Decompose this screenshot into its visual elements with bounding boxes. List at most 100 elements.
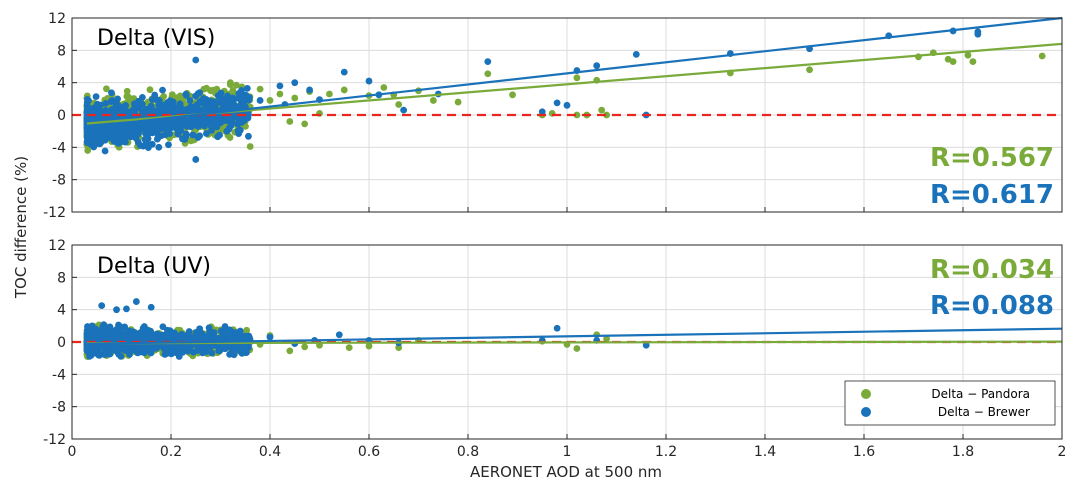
x-tick-label: 0.2: [160, 444, 182, 460]
data-point: [139, 142, 147, 150]
data-point: [236, 331, 244, 339]
data-point: [97, 125, 105, 133]
y-tick-label: 0: [57, 108, 66, 124]
y-tick-label: -8: [52, 400, 66, 416]
data-point: [454, 98, 462, 106]
data-point: [301, 120, 309, 128]
data-point: [212, 115, 220, 123]
data-point: [234, 120, 242, 128]
r-label-brewer: R=0.617: [930, 180, 1054, 210]
data-point: [220, 99, 228, 107]
data-point: [161, 351, 169, 358]
data-point: [593, 62, 601, 70]
data-point: [964, 51, 972, 59]
data-point: [86, 328, 94, 336]
y-tick-label: 12: [48, 238, 66, 254]
data-point: [573, 345, 581, 352]
data-point: [306, 86, 313, 94]
data-point: [192, 56, 200, 64]
data-point: [236, 92, 244, 99]
fit-line: [86, 16, 1063, 129]
x-tick-label: 0.8: [457, 444, 479, 460]
data-point: [106, 328, 114, 335]
data-point: [573, 74, 581, 82]
y-tick-label: -8: [52, 173, 66, 189]
data-point: [208, 349, 216, 357]
data-point: [134, 138, 142, 146]
data-point: [232, 81, 240, 89]
y-tick-label: 12: [48, 11, 66, 27]
data-point: [228, 115, 236, 123]
data-point: [162, 131, 169, 139]
data-point: [121, 323, 129, 331]
legend-label-brewer: Delta − Brewer: [938, 405, 1030, 419]
data-point: [340, 86, 348, 94]
data-point: [217, 327, 225, 335]
data-point: [112, 342, 119, 350]
data-point: [484, 58, 492, 66]
data-point: [286, 347, 294, 355]
data-point: [117, 352, 125, 360]
data-point: [155, 143, 163, 151]
data-point: [105, 346, 113, 354]
data-point: [207, 343, 214, 351]
data-point: [340, 68, 348, 76]
y-axis-label: TOC difference (%): [12, 156, 30, 299]
data-point: [243, 326, 251, 334]
panel-vis: 12 8 4 0 -4 -8 -12 Delta (VIS) R=0.567 R=0.617: [43, 11, 1063, 221]
data-point: [210, 98, 217, 106]
data-point: [217, 89, 225, 97]
data-point: [230, 100, 238, 108]
data-point: [196, 325, 204, 333]
data-point: [102, 99, 110, 107]
data-point: [147, 349, 155, 357]
data-point: [642, 341, 650, 349]
data-point: [107, 98, 115, 105]
data-point: [148, 331, 156, 339]
data-point: [166, 327, 174, 335]
data-point: [196, 89, 204, 97]
fit-line: [86, 327, 1063, 345]
data-point: [143, 130, 150, 138]
data-point: [553, 324, 561, 332]
data-point: [92, 134, 100, 142]
data-point: [182, 133, 190, 141]
data-point: [125, 130, 133, 138]
data-point: [135, 104, 143, 112]
data-point: [603, 111, 610, 119]
data-point: [213, 123, 221, 131]
data-point: [85, 97, 92, 105]
data-point: [229, 86, 237, 94]
data-point: [129, 346, 137, 354]
data-point: [365, 77, 373, 85]
data-point: [115, 321, 122, 329]
panel-title: Delta (VIS): [97, 26, 215, 51]
data-point: [326, 90, 333, 98]
data-point: [198, 334, 206, 342]
data-point: [209, 86, 217, 94]
data-point: [130, 123, 138, 130]
panel-uv: 12 8 4 0 -4 -8 -12 0 0.2 0.4 0.6 0.8 1 1.2 1.4 1.6 1.8 2…: [43, 238, 1066, 460]
data-point: [146, 86, 154, 94]
data-point: [243, 84, 251, 92]
data-point: [123, 305, 130, 313]
data-point: [96, 349, 103, 357]
r-label-brewer: R=0.088: [930, 291, 1054, 321]
data-point: [182, 90, 190, 98]
data-point: [112, 136, 120, 144]
data-point: [130, 132, 138, 140]
data-point: [235, 130, 243, 138]
data-point: [301, 343, 309, 351]
legend-marker-pandora: [861, 389, 871, 399]
data-point: [196, 98, 204, 106]
plot-frame: [71, 17, 1063, 213]
y-tick-label: 0: [57, 335, 66, 351]
data-point: [245, 111, 252, 118]
data-point: [116, 333, 124, 340]
data-point: [291, 94, 299, 102]
data-point: [215, 347, 222, 355]
data-point: [202, 130, 210, 137]
data-point: [1038, 52, 1046, 60]
r-label-pandora: R=0.034: [930, 255, 1054, 285]
